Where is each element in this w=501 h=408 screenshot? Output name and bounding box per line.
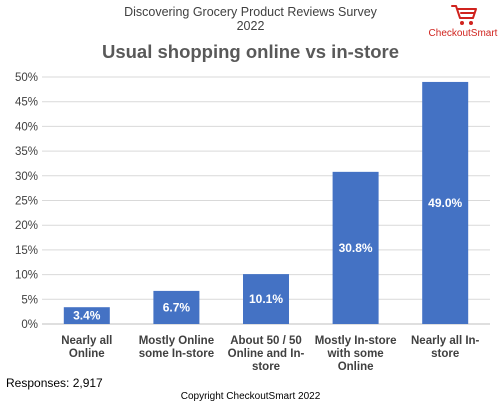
y-tick-label: 50% [15, 72, 38, 84]
y-tick-label: 25% [15, 196, 38, 208]
data-label: 10.1% [249, 292, 283, 306]
category-label-line: Online [69, 348, 105, 360]
category-label-line: Mostly Online [139, 335, 214, 347]
bar [63, 307, 110, 324]
category-label-line: Mostly In-store [315, 335, 397, 347]
y-tick-label: 40% [15, 121, 38, 133]
data-label: 30.8% [339, 241, 373, 255]
bars [63, 81, 469, 324]
category-label-line: Online and In- [228, 348, 305, 360]
data-label: 3.4% [73, 309, 101, 323]
bar [332, 171, 379, 324]
logo-text: CheckoutSmart [428, 28, 498, 39]
y-tick-label: 0% [21, 319, 38, 331]
category-label: Nearly all Online [61, 335, 112, 360]
survey-title-line1: Discovering Grocery Product Reviews Surv… [124, 5, 377, 19]
shopping-cart-icon [451, 5, 477, 25]
category-label-line: some In-store [139, 348, 214, 360]
category-label-line: About 50 / 50 [230, 335, 302, 347]
bar [243, 274, 289, 324]
category-label-line: with some [326, 348, 383, 360]
category-label: Mostly In-store with some Online [315, 335, 397, 373]
category-label: About 50 / 50 Online and In-store [228, 335, 305, 373]
category-label-line: Online [338, 361, 374, 373]
category-label-line: store [252, 361, 280, 373]
survey-title: Discovering Grocery Product Reviews Surv… [0, 5, 501, 33]
category-label-line: Nearly all In- [411, 335, 480, 347]
y-tick-label: 35% [15, 146, 38, 158]
y-axis-ticks: 0% 5% 10% 15% 20% 25% 30% 35% 40% 45% 50% [15, 72, 38, 331]
category-label: Mostly Online some In-store [139, 335, 214, 360]
y-tick-label: 5% [21, 294, 38, 306]
category-label-line: store [431, 348, 459, 360]
bar [153, 290, 200, 324]
data-label: 49.0% [428, 196, 462, 210]
category-label: Nearly all In-store [411, 335, 480, 360]
category-label-line: Nearly all [61, 335, 112, 347]
chart-title: Usual shopping online vs in-store [101, 41, 400, 62]
data-label: 6.7% [163, 300, 191, 314]
checkoutsmart-logo: CheckoutSmart [427, 2, 499, 42]
copyright-text: Copyright CheckoutSmart 2022 [180, 391, 321, 402]
survey-title-line2: 2022 [236, 19, 265, 33]
responses-count: Responses: 2,917 [6, 376, 103, 390]
y-tick-label: 15% [15, 245, 38, 257]
y-tick-label: 10% [15, 270, 38, 282]
y-tick-label: 45% [15, 97, 38, 109]
bar [422, 81, 469, 324]
y-tick-label: 20% [15, 220, 38, 232]
y-tick-label: 30% [15, 171, 38, 183]
data-labels: 3.4% 6.7% 10.1% 30.8% 49.0% [73, 196, 462, 323]
